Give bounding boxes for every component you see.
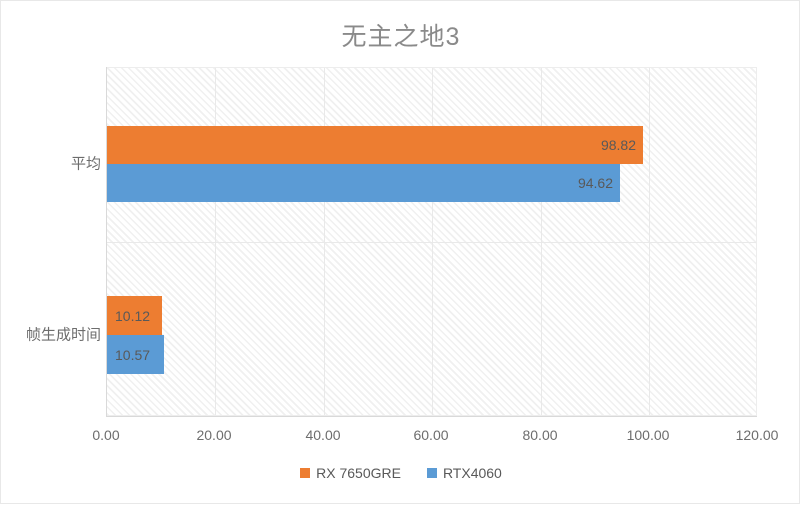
legend-swatch-rx7650gre [300,468,311,478]
gridline-vertical-20 [215,68,216,415]
y-axis-line [106,67,107,416]
gridline-vertical-100 [649,68,650,415]
legend-label-rx7650gre: RX 7650GRE [316,465,401,481]
plot-area: 98.82 94.62 10.12 10.57 [106,67,757,416]
x-axis-tick-120: 120.00 [735,427,779,443]
chart-legend: RX 7650GRE RTX4060 [1,465,800,481]
gridline-vertical-40 [324,68,325,415]
bar-value-average-rtx4060: 94.62 [577,175,613,191]
bar-average-rx7650gre[interactable]: 98.82 [107,126,643,164]
x-axis-tick-0: 0.00 [92,427,120,443]
gridline-vertical-80 [541,68,542,415]
legend-item-rx7650gre[interactable]: RX 7650GRE [300,465,401,481]
legend-swatch-rtx4060 [426,468,437,478]
bar-frametime-rtx4060[interactable]: 10.57 [107,335,164,374]
x-axis-tick-60: 60.00 [413,427,449,443]
bar-average-rtx4060[interactable]: 94.62 [107,164,620,202]
x-axis-tick-20: 20.00 [196,427,232,443]
bar-frametime-rx7650gre[interactable]: 10.12 [107,296,162,335]
legend-label-rtx4060: RTX4060 [442,465,502,481]
gridline-horizontal-category-divider [107,242,756,243]
legend-item-rtx4060[interactable]: RTX4060 [426,465,502,481]
bar-value-frametime-rx7650gre: 10.12 [115,307,151,324]
x-axis-line [106,416,757,417]
gridline-vertical-60 [432,68,433,415]
bar-value-average-rx7650gre: 98.82 [600,137,636,153]
x-axis-tick-40: 40.00 [305,427,341,443]
x-axis-tick-100: 100.00 [626,427,670,443]
y-axis-labels: 平均 帧生成时间 [1,1,101,505]
chart-title: 无主之地3 [341,23,461,51]
y-axis-label-average: 平均 [70,155,101,173]
y-axis-label-frametime: 帧生成时间 [25,326,101,344]
bar-value-frametime-rtx4060: 10.57 [115,346,151,363]
x-axis-tick-80: 80.00 [522,427,558,443]
